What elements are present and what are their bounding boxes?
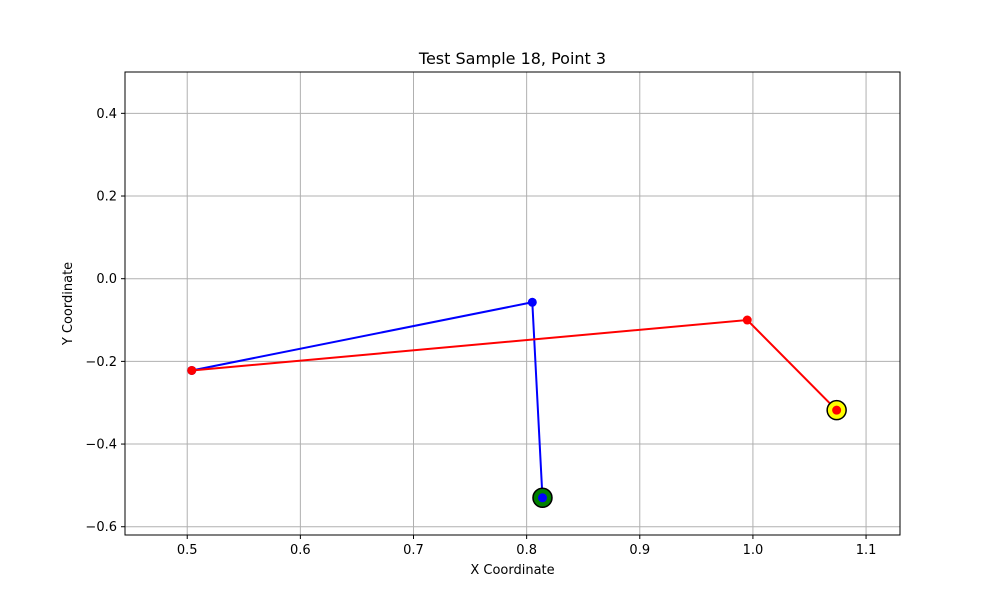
x-axis-ticks: 0.5 0.6 0.7 0.8 0.9 1.0 1.1 <box>177 535 877 558</box>
x-tick-label: 1.0 <box>743 543 764 558</box>
grid <box>125 72 900 535</box>
x-tick-label: 0.8 <box>516 543 537 558</box>
y-tick-label: −0.6 <box>85 520 117 535</box>
y-axis-ticks: −0.6 −0.4 −0.2 0.0 0.2 0.4 <box>85 107 125 535</box>
x-tick-label: 0.5 <box>177 543 198 558</box>
data-point <box>742 315 752 325</box>
chart-title: Test Sample 18, Point 3 <box>418 49 606 68</box>
data-point <box>527 297 537 307</box>
y-tick-label: −0.2 <box>85 355 117 370</box>
y-tick-label: 0.4 <box>96 107 117 122</box>
series-line <box>191 318 838 411</box>
x-tick-label: 0.9 <box>629 543 650 558</box>
x-axis-label: X Coordinate <box>470 563 554 578</box>
series-line <box>191 301 544 498</box>
y-tick-label: −0.4 <box>85 438 117 453</box>
y-tick-label: 0.0 <box>96 272 117 287</box>
x-tick-label: 0.7 <box>403 543 424 558</box>
x-tick-label: 1.1 <box>856 543 877 558</box>
data-point <box>187 365 197 375</box>
y-axis-label: Y Coordinate <box>61 262 76 346</box>
data-point <box>832 405 842 415</box>
highlight-layer <box>187 297 847 509</box>
y-tick-label: 0.2 <box>96 190 117 205</box>
series-layer <box>191 301 838 498</box>
x-tick-label: 0.6 <box>290 543 311 558</box>
data-point <box>537 493 547 503</box>
plot-frame <box>124 71 901 536</box>
